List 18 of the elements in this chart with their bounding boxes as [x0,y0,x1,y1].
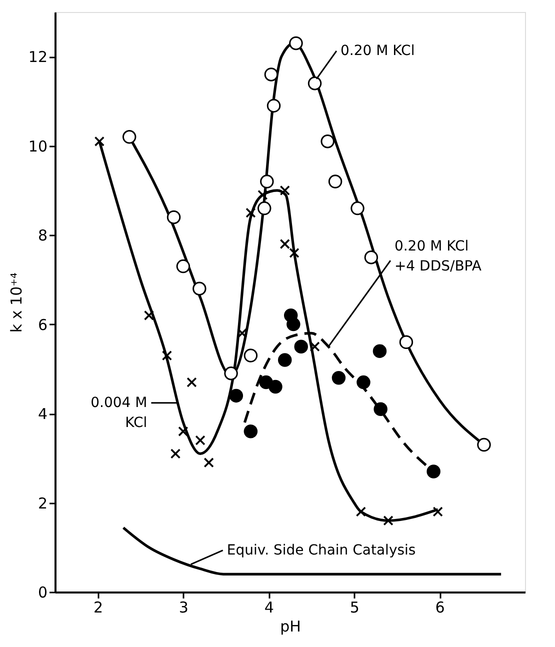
y-tick-label: 0 [38,584,48,602]
x-axis-title: pH [280,618,301,636]
y-tick-label: 6 [38,316,48,334]
annotation: 0.004 M KCl [90,394,148,431]
y-tick-label: 12 [28,48,48,66]
x-tick-label: 6 [435,598,445,616]
x-tick-label: 5 [350,598,360,616]
y-tick-label: 8 [38,226,48,245]
x-tick-label: 4 [264,598,274,616]
x-tick-label: 2 [93,598,103,616]
annotation: 0.20 M KCl +4 DDS/BPA [394,238,482,275]
annotation: Equiv. Side Chain Catalysis [226,542,416,558]
y-tick-label: 4 [38,405,48,424]
y-tick-label: 10 [28,137,48,156]
x-tick-label: 3 [178,598,188,616]
annotation: 0.20 M KCl [340,42,415,59]
y-axis-title: k x 10⁺⁴ [7,272,26,333]
y-tick-label: 2 [38,494,48,512]
